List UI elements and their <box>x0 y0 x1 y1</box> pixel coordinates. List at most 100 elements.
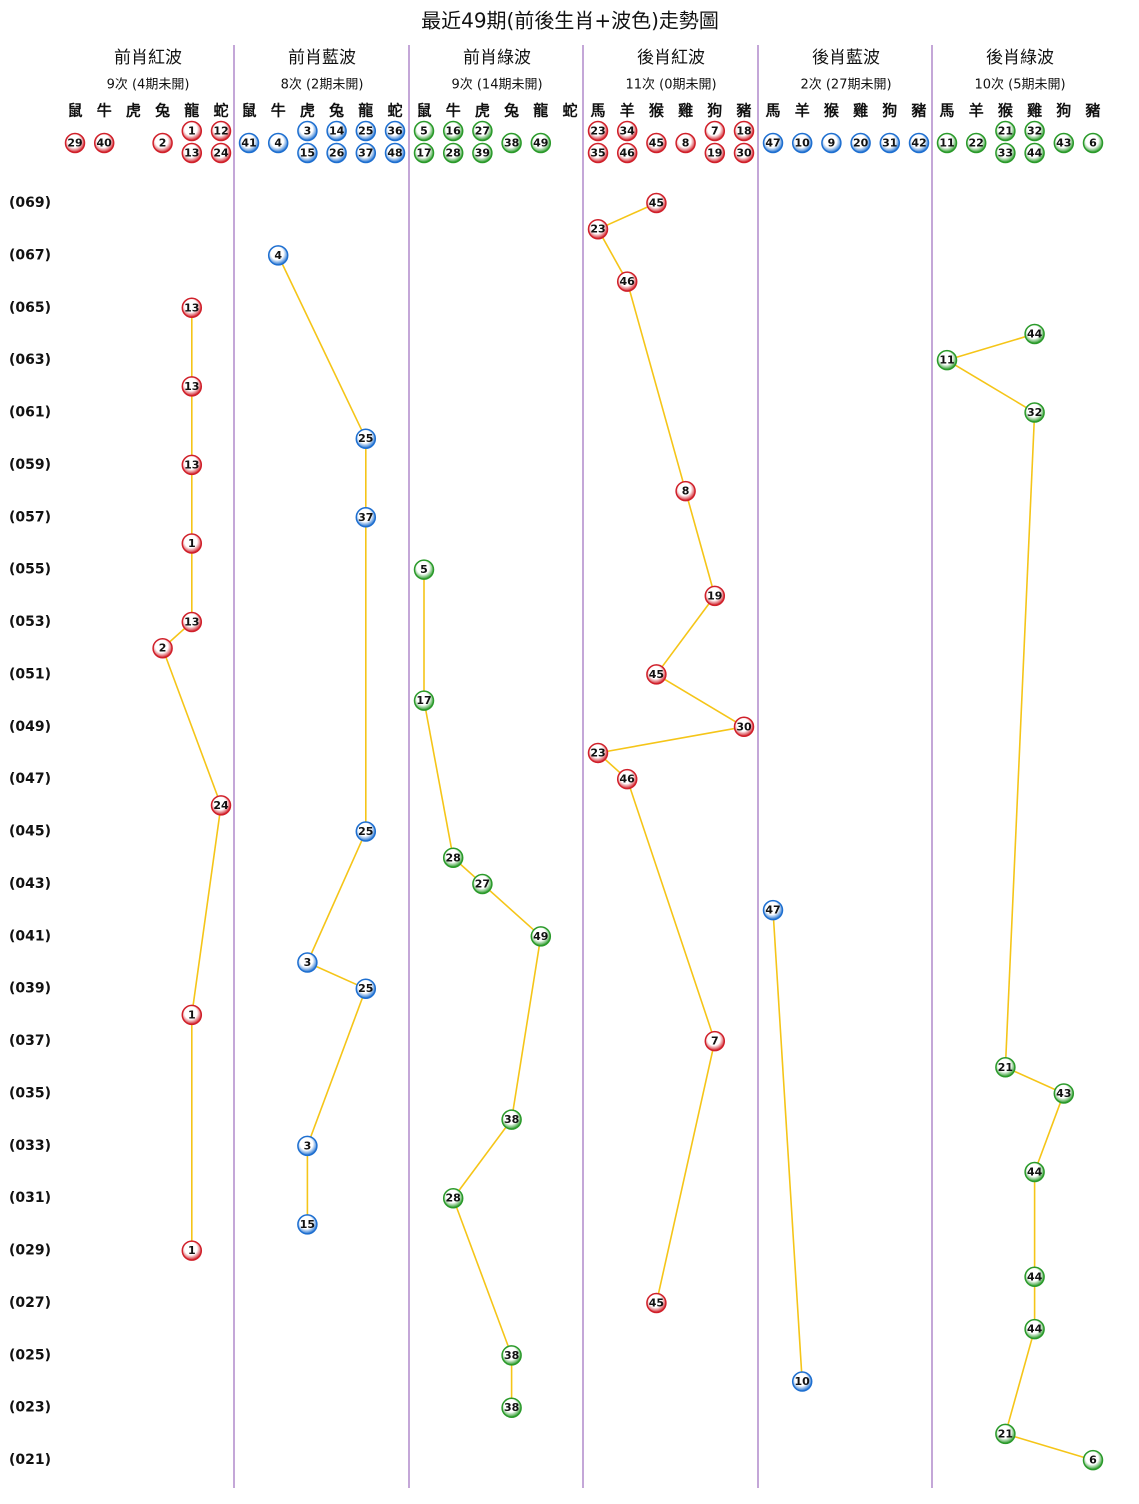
ball: 38 <box>501 1109 522 1130</box>
ball: 3 <box>297 952 318 973</box>
period-label: (023) <box>9 1400 51 1416</box>
ball-number: 15 <box>300 147 315 160</box>
trend-line <box>684 490 716 597</box>
ball: 11 <box>936 132 958 154</box>
ball-circle <box>413 142 435 164</box>
group-name: 前肖紅波 <box>114 48 182 68</box>
trend-line <box>307 961 367 990</box>
ball-circle <box>733 142 755 164</box>
ball: 45 <box>646 1292 667 1314</box>
zodiac-label: 牛 <box>97 102 112 120</box>
trend-line <box>597 726 745 754</box>
ball-circle <box>879 132 901 154</box>
period-label: (039) <box>9 981 51 997</box>
ball-number: 30 <box>736 720 752 733</box>
ball-number: 38 <box>504 1349 519 1362</box>
ball-circle <box>908 132 930 154</box>
ball-number: 43 <box>1056 137 1071 150</box>
ball-circle <box>821 132 842 154</box>
ball: 4 <box>267 132 289 154</box>
ball-circle <box>675 480 696 502</box>
ball: 29 <box>64 132 86 154</box>
ball-number: 33 <box>998 147 1013 160</box>
ball-number: 1 <box>188 125 196 138</box>
ball-circle <box>675 132 696 154</box>
ball-circle <box>501 1109 522 1130</box>
ball: 11 <box>936 349 958 371</box>
zodiac-label: 馬 <box>765 102 780 120</box>
ball-circle <box>442 142 464 164</box>
ball-number: 21 <box>998 125 1013 138</box>
group-summary: 9次 (14期未開) <box>451 77 542 93</box>
ball-circle <box>1024 402 1045 423</box>
period-label: (051) <box>9 666 51 682</box>
group-name: 前肖綠波 <box>463 48 531 68</box>
ball: 42 <box>908 132 930 154</box>
ball: 3 <box>297 1135 318 1157</box>
ball: 6 <box>1082 1449 1104 1471</box>
zodiac-label: 雞 <box>1026 102 1042 120</box>
ball: 40 <box>93 132 115 154</box>
ball-circle <box>1024 1161 1045 1183</box>
ball-circle <box>530 926 552 947</box>
ball-circle <box>850 132 871 154</box>
period-label: (053) <box>9 614 51 630</box>
ball-number: 44 <box>1027 327 1043 340</box>
period-label: (035) <box>9 1085 51 1101</box>
ball-number: 11 <box>939 354 954 367</box>
ball: 15 <box>297 142 318 164</box>
ball: 31 <box>879 132 901 154</box>
zodiac-label: 鼠 <box>241 102 256 120</box>
ball: 22 <box>965 132 987 154</box>
period-label: (045) <box>9 824 51 840</box>
ball: 4 <box>267 245 289 266</box>
ball: 6 <box>1082 132 1104 154</box>
trend-line <box>161 647 222 806</box>
ball-number: 46 <box>620 147 636 160</box>
ball-circle <box>791 132 813 154</box>
ball-number: 46 <box>620 773 636 786</box>
trend-line <box>655 595 716 675</box>
ball: 20 <box>850 132 871 154</box>
ball: 24 <box>210 795 232 816</box>
ball: 10 <box>791 132 813 154</box>
trend-line <box>510 936 542 1120</box>
ball: 28 <box>442 142 464 164</box>
group-summary: 11次 (0期未開) <box>625 77 716 93</box>
trend-line <box>946 333 1035 361</box>
period-label: (059) <box>9 457 51 473</box>
ball-number: 32 <box>1027 406 1042 419</box>
ball: 30 <box>733 716 755 738</box>
zodiac-label: 羊 <box>969 102 984 120</box>
ball-circle <box>472 120 493 142</box>
ball-number: 40 <box>97 137 113 150</box>
ball: 44 <box>1024 142 1045 164</box>
ball-circle <box>704 1030 726 1052</box>
ball-number: 35 <box>590 147 605 160</box>
ball-circle <box>472 873 493 895</box>
period-label: (043) <box>9 876 51 892</box>
ball: 5 <box>413 559 435 580</box>
ball-circle <box>413 690 435 711</box>
trend-line <box>191 805 222 1016</box>
period-label: (069) <box>9 195 51 211</box>
ball-circle <box>1082 132 1104 154</box>
ball-circle <box>995 1057 1016 1078</box>
zodiac-label: 狗 <box>882 102 897 120</box>
ball-number: 23 <box>590 746 605 759</box>
ball-circle <box>181 120 203 142</box>
trend-line <box>277 255 367 440</box>
ball: 3 <box>297 120 318 142</box>
ball-circle <box>587 742 609 764</box>
ball-number: 25 <box>358 825 373 838</box>
ball: 25 <box>355 428 377 449</box>
ball-circle <box>210 120 232 142</box>
trend-line <box>1004 1328 1036 1435</box>
zodiac-label: 虎 <box>475 102 490 120</box>
ball-circle <box>587 120 609 142</box>
ball: 27 <box>472 873 493 895</box>
ball: 1 <box>181 1004 203 1026</box>
ball-circle <box>181 297 203 319</box>
ball: 12 <box>210 120 232 142</box>
